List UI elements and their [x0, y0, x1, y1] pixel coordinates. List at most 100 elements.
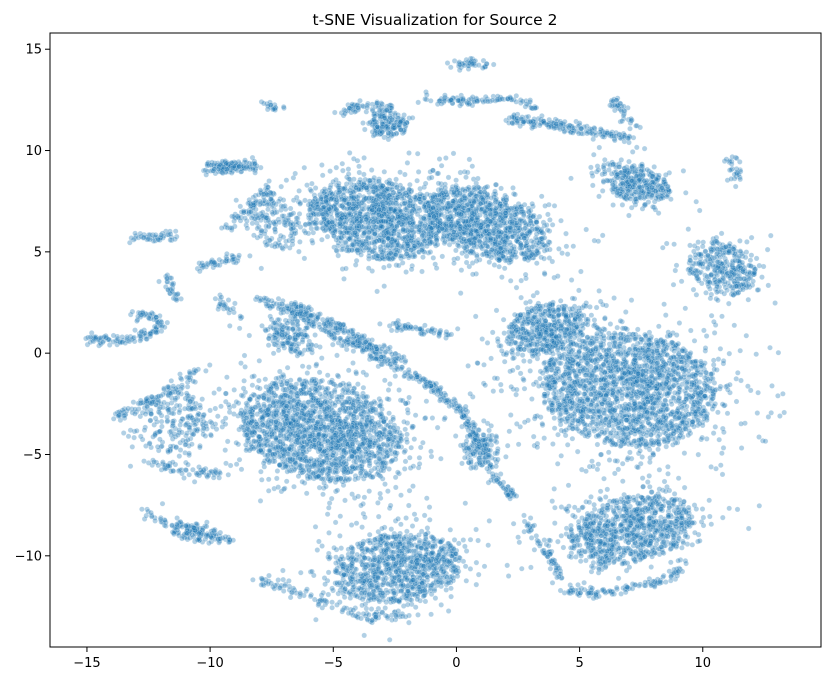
data-point: [603, 392, 609, 398]
data-point: [445, 174, 452, 181]
data-point: [508, 245, 515, 252]
data-point: [297, 239, 303, 245]
data-point: [500, 196, 507, 202]
data-point: [681, 450, 688, 456]
data-point: [406, 150, 412, 156]
data-point: [719, 471, 726, 478]
data-point: [463, 259, 470, 266]
data-point: [500, 316, 507, 323]
data-point: [522, 271, 529, 278]
data-point: [710, 430, 717, 436]
data-point: [623, 337, 630, 344]
data-point: [663, 312, 669, 318]
data-point: [583, 226, 589, 233]
data-point: [693, 372, 699, 378]
data-point: [660, 413, 667, 420]
data-point: [661, 436, 667, 443]
data-point: [527, 228, 533, 235]
data-point: [347, 225, 353, 231]
data-point: [327, 168, 333, 174]
data-point: [545, 211, 551, 218]
data-point: [596, 390, 603, 396]
data-point: [376, 178, 382, 184]
data-point: [336, 220, 343, 227]
data-point: [605, 359, 612, 366]
data-point: [442, 238, 448, 245]
data-point: [558, 217, 564, 224]
data-point: [697, 364, 704, 370]
data-point: [405, 241, 411, 247]
data-point: [638, 336, 644, 342]
data-point: [469, 216, 475, 222]
data-point: [550, 441, 556, 447]
data-point: [545, 241, 551, 248]
data-point: [380, 206, 387, 212]
data-point: [346, 247, 352, 253]
data-point: [529, 201, 535, 207]
data-point: [370, 188, 377, 195]
data-point: [676, 395, 682, 402]
data-point: [615, 466, 622, 473]
data-point: [695, 400, 702, 406]
data-point: [631, 400, 638, 407]
data-point: [508, 384, 514, 390]
data-point: [568, 277, 575, 283]
data-point: [297, 224, 304, 230]
data-point: [606, 419, 612, 426]
data-point: [346, 210, 353, 217]
data-point: [554, 461, 561, 467]
data-point: [755, 389, 761, 396]
data-point: [361, 230, 367, 236]
data-point: [681, 371, 688, 378]
data-point: [429, 204, 436, 211]
data-point: [551, 425, 558, 431]
data-point: [420, 254, 426, 260]
data-point: [378, 213, 385, 219]
data-point: [360, 240, 367, 247]
data-point: [462, 188, 468, 194]
data-point: [463, 226, 470, 233]
data-point: [720, 445, 727, 451]
data-point: [585, 316, 591, 323]
data-point: [593, 304, 600, 311]
data-point: [569, 420, 575, 426]
data-point: [614, 388, 621, 395]
data-point: [696, 420, 703, 427]
data-point: [374, 288, 380, 295]
data-point: [552, 394, 558, 401]
data-point: [489, 329, 496, 336]
data-point: [422, 180, 429, 187]
data-point: [701, 327, 707, 334]
data-point: [492, 188, 498, 195]
data-point: [738, 445, 745, 451]
data-point: [703, 333, 710, 339]
data-point: [718, 462, 724, 468]
data-point: [564, 251, 571, 257]
data-point: [593, 364, 599, 371]
data-point: [615, 351, 622, 357]
data-point: [343, 240, 349, 246]
data-point: [399, 244, 406, 251]
data-point: [631, 357, 638, 363]
data-point: [419, 268, 425, 275]
data-point: [647, 405, 653, 411]
data-point: [541, 255, 547, 262]
data-point: [577, 383, 584, 389]
data-point: [446, 216, 452, 222]
data-points: [83, 55, 787, 643]
data-point: [611, 334, 617, 341]
data-point: [309, 180, 315, 187]
data-point: [307, 221, 313, 227]
data-point: [471, 199, 477, 206]
data-point: [699, 434, 705, 441]
data-point: [358, 199, 365, 206]
data-point: [579, 429, 586, 435]
data-point: [480, 196, 486, 203]
data-point: [738, 421, 744, 427]
data-point: [725, 386, 731, 393]
data-point: [482, 236, 489, 243]
data-point: [627, 381, 634, 387]
data-point: [414, 150, 421, 157]
data-point: [549, 258, 556, 265]
data-point: [585, 346, 592, 353]
